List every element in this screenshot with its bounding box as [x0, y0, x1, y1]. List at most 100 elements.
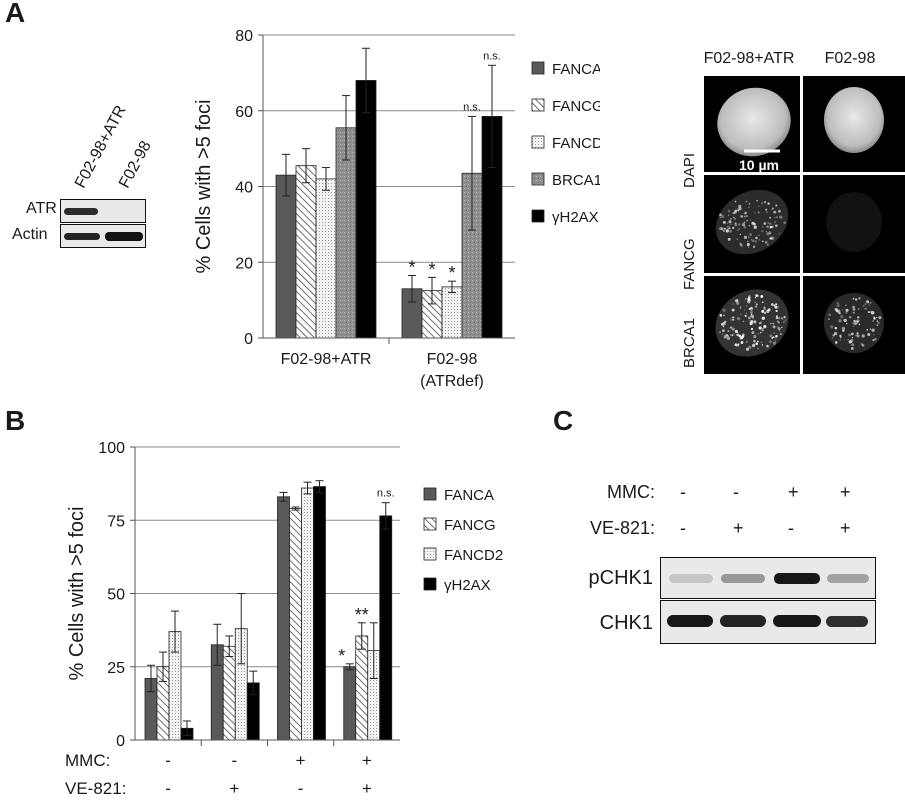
nuclear-focus — [755, 294, 759, 297]
nuclear-focus — [873, 316, 876, 319]
nuclear-focus — [784, 319, 787, 321]
nuclear-focus — [865, 307, 868, 310]
nuclear-focus — [776, 315, 778, 318]
nuclear-focus — [736, 238, 738, 240]
chart-b-legend-swatch-fancg — [423, 517, 437, 531]
micro-row-label-dapi: DAPI — [681, 152, 698, 188]
chart-b-ytick-label: 25 — [107, 660, 125, 677]
nuclear-focus — [835, 309, 839, 313]
chart-b-bar-fancg — [289, 508, 302, 741]
nuclear-focus — [839, 335, 842, 338]
nuclear-focus — [769, 340, 772, 344]
nuclear-focus — [721, 329, 725, 333]
nuclear-focus — [753, 320, 757, 324]
chart-a-legend-swatch-fancd2 — [531, 135, 545, 149]
nuclear-focus — [858, 323, 861, 326]
nuclear-focus — [737, 343, 740, 346]
nuclear-focus — [832, 337, 834, 339]
nuclear-focus — [761, 240, 764, 243]
chart-a-bar-fancg — [295, 165, 317, 339]
nuclear-focus — [843, 339, 846, 341]
nuclear-focus — [876, 316, 878, 319]
nuclear-focus — [756, 199, 758, 202]
nuclear-focus — [876, 320, 879, 322]
nuclear-focus — [783, 316, 786, 319]
nuclear-focus — [782, 321, 785, 324]
nuclear-focus — [734, 200, 737, 203]
nuclear-focus — [726, 225, 730, 229]
nuclear-focus — [760, 341, 763, 344]
chart-b-legend-label: γH2AX — [444, 577, 491, 594]
nuclear-focus — [725, 229, 730, 233]
blot-row-label-actin: Actin — [12, 226, 48, 243]
nuclear-focus — [779, 332, 782, 336]
nuclear-focus — [738, 334, 741, 338]
nuclear-focus — [855, 334, 857, 337]
nuclear-focus — [876, 324, 879, 327]
nuclear-focus — [779, 215, 783, 219]
nuclear-focus — [740, 336, 744, 339]
chart-b-treatment-sign: + — [229, 779, 239, 798]
nuclear-focus — [873, 334, 875, 336]
nuclear-focus — [743, 212, 747, 215]
nuclear-focus — [766, 243, 769, 246]
nuclear-focus — [742, 320, 745, 323]
nuclear-focus — [761, 329, 764, 332]
micro-col-label-2: F02-98 — [824, 50, 876, 67]
nuclear-focus — [758, 239, 761, 241]
nuclear-focus — [867, 311, 870, 314]
nuclear-focus — [857, 308, 860, 310]
chart-b-treatment-sign: + — [362, 751, 372, 770]
chart-b-treatment-sign: - — [165, 779, 171, 798]
nuclear-focus — [744, 314, 747, 317]
nuclear-focus — [858, 297, 861, 300]
nuclear-focus — [768, 231, 772, 235]
nuclear-focus — [747, 300, 751, 304]
nuclear-focus — [763, 222, 767, 225]
nuclear-focus — [862, 304, 865, 307]
nuclear-focus — [769, 225, 772, 228]
chart-a-legend-label: FANCD2 — [552, 135, 600, 152]
nuclear-focus — [836, 302, 839, 305]
nuclear-focus — [728, 220, 732, 224]
nuclear-focus — [869, 328, 872, 330]
nuclear-focus — [845, 308, 849, 312]
nuclear-focus — [757, 295, 760, 297]
nuclear-focus — [842, 329, 845, 333]
nuclear-focus — [759, 331, 762, 334]
nuclear-focus — [761, 301, 764, 304]
nuclear-focus — [773, 220, 777, 224]
atr-blot-strip — [60, 199, 146, 223]
nuclear-focus — [757, 211, 760, 214]
nuclear-focus — [775, 316, 779, 320]
chart-b-ytick-label: 50 — [107, 587, 125, 604]
chart-a-ytick-label: 40 — [235, 180, 253, 197]
nuclear-focus — [867, 333, 871, 336]
chart-b-significance-label: ** — [355, 605, 369, 625]
nuclear-focus — [766, 225, 769, 228]
nuclear-focus — [772, 323, 774, 325]
nuclear-focus — [777, 327, 781, 331]
nuclear-focus — [749, 233, 753, 237]
nuclear-focus — [778, 232, 781, 235]
nuclear-focus — [745, 200, 748, 203]
nuclear-focus — [761, 344, 764, 346]
nuclear-focus — [871, 311, 875, 315]
nuclear-focus — [854, 322, 857, 326]
nuclear-focus — [755, 342, 759, 345]
nuclear-focus — [757, 332, 760, 335]
blot-row-label-atr: ATR — [26, 200, 57, 217]
nuclear-focus — [839, 334, 842, 337]
nuclear-focus — [719, 313, 723, 317]
chart-b-treatment-sign: + — [296, 751, 306, 770]
nuclear-focus — [765, 211, 768, 214]
nuclear-focus — [731, 308, 735, 312]
nuclear-focus — [732, 212, 734, 214]
nuclear-focus — [731, 226, 735, 230]
nuclear-focus — [847, 339, 849, 341]
nuclear-focus — [763, 307, 766, 311]
nuclear-focus — [765, 208, 768, 211]
chart-b-legend-label: FANCA — [444, 487, 494, 504]
nuclear-focus — [765, 230, 768, 233]
